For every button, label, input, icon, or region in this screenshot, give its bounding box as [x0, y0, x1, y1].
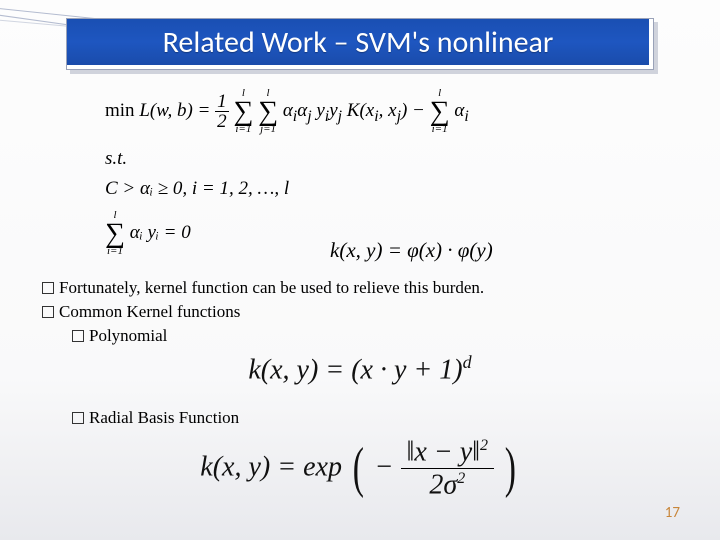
page-number: 17 — [665, 504, 680, 522]
rbf-kernel-eq: k(x, y) = exp ( − ‖x − y‖2 2σ2 ) — [140, 436, 580, 502]
bullet-icon — [42, 282, 54, 294]
slide-title: Related Work – SVM's nonlinear — [67, 19, 649, 65]
bullet-kernel-note: Fortunately, kernel function can be used… — [42, 278, 484, 298]
y-i: yi — [316, 100, 329, 121]
L-func: L(w, b) = — [139, 100, 215, 121]
constraint-C: C > αᵢ ≥ 0, i = 1, 2, …, l — [105, 178, 289, 200]
bullet-icon — [72, 412, 84, 424]
half-fraction: 1 2 — [215, 92, 229, 131]
sum-j: l ∑ j=1 — [258, 88, 278, 135]
bullet-rbf: Radial Basis Function — [72, 408, 239, 428]
constraint-sumzero: l ∑ i=1 αᵢ yᵢ = 0 — [105, 210, 191, 257]
sum-i: l ∑ i=1 — [233, 88, 253, 135]
sumzero-body: αᵢ yᵢ = 0 — [130, 222, 191, 243]
subject-to: s.t. — [105, 148, 127, 170]
objective-equation: min L(w, b) = 1 2 l ∑ i=1 l ∑ j=1 αiαj y… — [105, 88, 585, 135]
kernel-def: k(x, y) = φ(x) · φ(y) — [330, 238, 493, 263]
alpha-i: αi — [283, 100, 297, 121]
bullet-icon — [42, 306, 54, 318]
y-j: yj — [329, 100, 342, 121]
sum-constraint: l ∑ i=1 — [105, 210, 125, 257]
kernel-K: K(xi, xj) − — [347, 100, 430, 121]
title-bar: Related Work – SVM's nonlinear — [66, 18, 654, 70]
polynomial-kernel-eq: k(x, y) = (x · y + 1)d — [160, 352, 560, 386]
bullet-kernels: Common Kernel functions — [42, 302, 240, 322]
bullet-icon — [72, 330, 84, 342]
bullet-poly: Polynomial — [72, 326, 167, 346]
min-label: min — [105, 100, 135, 121]
alpha-j: αj — [297, 100, 311, 121]
alpha-tail: αi — [454, 100, 468, 121]
sum-i-tail: l ∑ i=1 — [430, 88, 450, 135]
